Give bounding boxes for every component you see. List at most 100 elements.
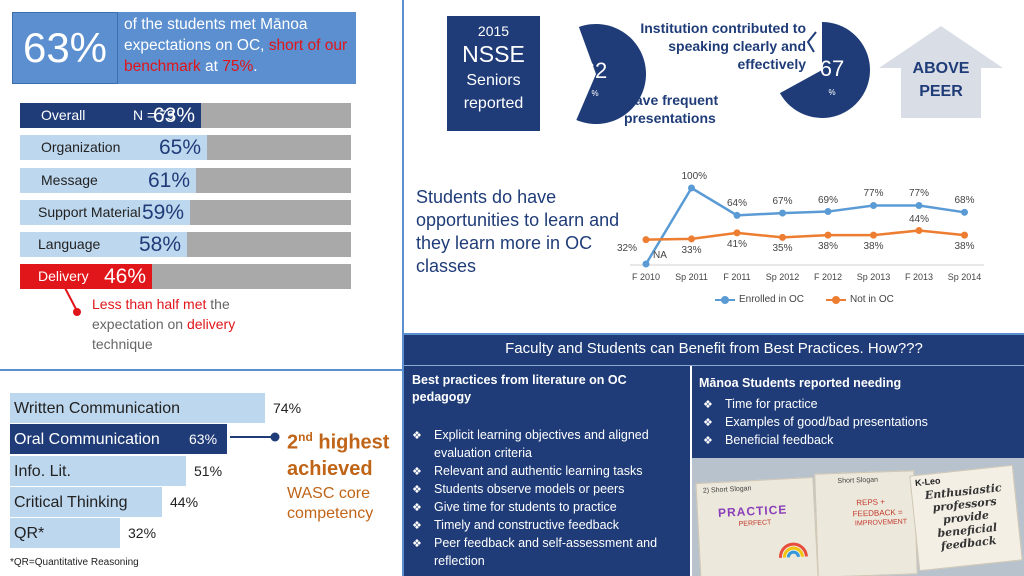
data-label: 35% bbox=[772, 243, 793, 255]
data-label: 32% bbox=[617, 242, 638, 254]
pie-presentations-label: Gave frequent presentations bbox=[624, 91, 718, 127]
above-peer-line1: ABOVE bbox=[912, 60, 970, 77]
students-need-item: ❖ Time for practice bbox=[703, 395, 818, 414]
x-tick-label: Sp 2013 bbox=[856, 272, 891, 282]
second-line2: achieved bbox=[287, 457, 373, 480]
nsse-year: 2015 bbox=[477, 23, 510, 39]
legend-item-not-oc: Not in OC bbox=[826, 294, 894, 305]
card2-b: FEEDBACK = bbox=[852, 507, 903, 519]
pie-speaking-label-2: speaking clearly and bbox=[668, 38, 806, 54]
series-point bbox=[915, 227, 923, 235]
pie-speaking-label-3: effectively bbox=[737, 56, 806, 72]
series-point bbox=[915, 201, 923, 209]
competency-bar-qr: QR* bbox=[10, 518, 120, 548]
literature-item-text: Relevant and authentic learning tasks bbox=[434, 464, 643, 478]
data-label: 44% bbox=[909, 213, 930, 225]
literature-item-text: reflection bbox=[434, 554, 485, 568]
series-point bbox=[688, 235, 695, 243]
wasc-text: WASC core competency bbox=[287, 484, 373, 524]
data-label: 33% bbox=[681, 244, 702, 256]
rainbow-icon bbox=[778, 542, 808, 558]
literature-item: ❖ Students observe models or peers bbox=[412, 480, 624, 499]
card2-a: REPS + bbox=[856, 497, 886, 508]
second-number: 2 bbox=[287, 431, 299, 454]
competency-label: Oral Communication bbox=[14, 431, 160, 448]
component-bar-fill bbox=[20, 135, 207, 160]
students-need-item: ❖ Examples of good/bad presentations bbox=[703, 413, 928, 432]
competency-value: 51% bbox=[194, 463, 223, 479]
x-tick-label: Sp 2011 bbox=[675, 272, 708, 282]
headline-benchmark-value: 75% bbox=[222, 58, 254, 75]
delivery-connector-dot bbox=[73, 308, 81, 316]
component-bar-label: Organization bbox=[41, 139, 121, 155]
students-need-item: ❖ Beneficial feedback bbox=[703, 431, 833, 450]
left-horizontal-divider bbox=[0, 369, 402, 371]
pie-presentations-unit: % bbox=[591, 89, 599, 98]
series-point bbox=[642, 260, 650, 268]
literature-item: ❖ Relevant and authentic learning tasks bbox=[412, 462, 642, 481]
bullet-icon: ❖ bbox=[412, 502, 422, 514]
oral-connector-dot bbox=[270, 432, 280, 442]
x-tick-label: F 2013 bbox=[904, 272, 934, 282]
bullet-icon: ❖ bbox=[412, 484, 422, 496]
wasc-line2: competency bbox=[287, 505, 374, 522]
component-bar-value: 63% bbox=[153, 104, 196, 127]
competency-label: QR* bbox=[14, 525, 45, 542]
pie-speaking-label-1: Institution contributed to bbox=[640, 20, 806, 36]
bullet-icon: ❖ bbox=[703, 399, 713, 411]
above-peer-arrow-shape bbox=[879, 26, 1003, 118]
literature-item-text: Explicit learning objectives and aligned bbox=[434, 428, 649, 442]
competency-bar-oral-communication: Oral Communication bbox=[10, 424, 227, 454]
card3-text: Enthusiastic professors provide beneficial f… bbox=[912, 480, 1020, 555]
competency-label: Critical Thinking bbox=[14, 494, 128, 511]
series-point bbox=[961, 231, 968, 239]
series-point bbox=[642, 236, 650, 244]
oc-line-chart bbox=[630, 184, 984, 268]
bullet-icon: ❖ bbox=[703, 417, 713, 429]
poster-card-practice: 2) Short Slogan PRACTICE PERFECT bbox=[695, 476, 819, 576]
headline-benchmark-text: short of our benchmark bbox=[124, 37, 348, 75]
data-label: 38% bbox=[954, 241, 975, 253]
pie-presentations-label-2: presentations bbox=[624, 110, 716, 126]
series-point bbox=[824, 208, 832, 216]
literature-item-text: Give time for students to practice bbox=[434, 500, 617, 514]
best-practices-title-separator bbox=[404, 365, 1024, 366]
wasc-line1: WASC core bbox=[287, 485, 370, 502]
component-bar-delivery: Delivery 46% bbox=[20, 264, 351, 289]
component-bar-fill bbox=[20, 103, 201, 128]
component-bar-label: Message bbox=[41, 172, 98, 188]
competency-value: 74% bbox=[273, 400, 302, 416]
component-bar-organization: Organization 65% bbox=[20, 135, 351, 160]
qr-footnote: *QR=Quantitative Reasoning bbox=[10, 557, 139, 568]
component-bar-value: 46% bbox=[104, 265, 147, 288]
card1-tag: 2) Short Slogan bbox=[702, 485, 752, 495]
component-bar-label: Support Material bbox=[38, 204, 141, 220]
component-bar-label: Delivery bbox=[38, 268, 89, 284]
series-point bbox=[779, 233, 786, 241]
data-label: 41% bbox=[727, 238, 748, 250]
competency-bar-critical-thinking: Critical Thinking bbox=[10, 487, 162, 517]
legend-enrolled-line-icon bbox=[715, 295, 735, 304]
series-line-enrolled bbox=[644, 186, 965, 265]
literature-item-text: Peer feedback and self-assessment and bbox=[434, 536, 658, 550]
x-tick-label: F 2012 bbox=[813, 272, 843, 282]
pie-speaking bbox=[779, 22, 870, 118]
literature-heading-2: pedagogy bbox=[412, 390, 472, 404]
legend-not-oc-line-icon bbox=[826, 295, 846, 304]
pie-presentations-leader bbox=[610, 109, 627, 113]
overall-percent-box: 63% bbox=[12, 12, 118, 84]
above-peer-arrow-icon bbox=[879, 26, 1003, 118]
delivery-note-gray-a: the expectation on bbox=[92, 296, 230, 332]
competency-value: 44% bbox=[170, 494, 199, 510]
data-label: NA bbox=[653, 250, 667, 261]
poster-card-enthusiastic: K-Leo Enthusiastic professors provide benef… bbox=[909, 464, 1023, 572]
headline-part-a: of the students met Mānoa expectations o… bbox=[124, 16, 308, 54]
delivery-connector-line bbox=[63, 285, 78, 312]
students-need-heading: Mānoa Students reported needing bbox=[699, 376, 902, 390]
nsse-title: NSSE bbox=[462, 41, 525, 67]
bullet-icon: ❖ bbox=[412, 430, 422, 442]
series-point bbox=[688, 184, 695, 192]
delivery-connector bbox=[63, 285, 81, 316]
opportunity-text: Students do have opportunities to learn … bbox=[416, 187, 620, 276]
data-label: 64% bbox=[727, 198, 748, 210]
